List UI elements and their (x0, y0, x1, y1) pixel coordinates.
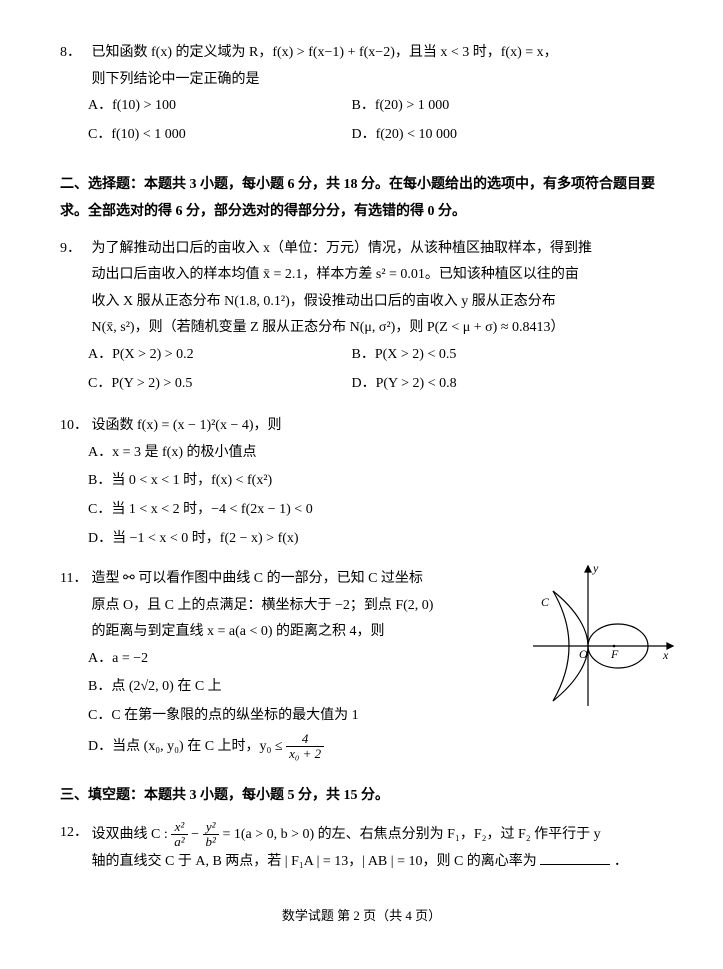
origin-label: O (579, 647, 588, 661)
q9-l4: N(x̄, s²)，则（若随机变量 Z 服从正态分布 N(μ, σ²)，则 P(… (92, 320, 565, 335)
question-9: 9． 为了解推动出口后的亩收入 x（单位：万元）情况，从该种植区抽取样本，得到推… (60, 236, 663, 400)
q8-stem-line1: 已知函数 f(x) 的定义域为 R，f(x) > f(x−1) + f(x−2)… (92, 45, 558, 60)
q11-stem: 造型 ⚯ 可以看作图中曲线 C 的一部分，已知 C 过坐标 原点 O，且 C 上… (92, 566, 492, 646)
q12-minus: − (191, 827, 202, 842)
q12-d2: b² (203, 835, 219, 849)
q12-n2: y² (203, 820, 219, 835)
q11-curve-figure: x y O F C (523, 556, 683, 716)
q12-mid: = 1(a > 0, b > 0) 的左、右焦点分别为 F₁，F₂，过 F₂ 作… (222, 827, 600, 842)
q8-opt-c: C．f(10) < 1 000 (88, 122, 348, 149)
q11-num: 11． (60, 566, 88, 593)
q11-d-pre: D．当点 (x₀, y₀) 在 C 上时，y₀ ≤ (88, 739, 286, 754)
q9-l2: 动出口后亩收入的样本均值 x̄ = 2.1，样本方差 s² = 0.01。已知该… (92, 267, 579, 282)
q12-stem: 设双曲线 C : x² a² − y² b² = 1(a > 0, b > 0)… (92, 820, 652, 876)
q11-l2: 原点 O，且 C 上的点满足：横坐标大于 −2；到点 F(2, 0) (92, 598, 434, 613)
question-12: 12． 设双曲线 C : x² a² − y² b² = 1(a > 0, b … (60, 820, 663, 876)
q8-opt-d: D．f(20) < 10 000 (352, 122, 612, 149)
section-2-header: 二、选择题：本题共 3 小题，每小题 6 分，共 18 分。在每小题给出的选项中… (60, 172, 663, 225)
q8-options: A．f(10) > 100 B．f(20) > 1 000 C．f(10) < … (88, 93, 663, 150)
q10-opt-d: D．当 −1 < x < 0 时，f(2 − x) > f(x) (88, 526, 663, 553)
q11-d-num: 4 (286, 732, 324, 747)
q12-frac2: y² b² (203, 820, 219, 850)
y-label: y (592, 561, 599, 575)
question-11: 11． 造型 ⚯ 可以看作图中曲线 C 的一部分，已知 C 过坐标 原点 O，且… (60, 566, 663, 761)
q10-opt-c: C．当 1 < x < 2 时，−4 < f(2x − 1) < 0 (88, 497, 663, 524)
q9-opt-a: A．P(X > 2) > 0.2 (88, 342, 348, 369)
question-10: 10． 设函数 f(x) = (x − 1)²(x − 4)，则 A．x = 3… (60, 413, 663, 552)
q11-l3: 的距离与到定直线 x = a(a < 0) 的距离之积 4，则 (92, 624, 385, 639)
q9-options: A．P(X > 2) > 0.2 B．P(X > 2) < 0.5 C．P(Y … (88, 342, 663, 399)
q11-opt-d: D．当点 (x₀, y₀) 在 C 上时，y₀ ≤ 4 x₀ + 2 (88, 732, 663, 762)
q9-num: 9． (60, 236, 88, 263)
q9-l1: 为了解推动出口后的亩收入 x（单位：万元）情况，从该种植区抽取样本，得到推 (92, 241, 593, 256)
x-label: x (662, 648, 669, 662)
page-footer: 数学试题 第 2 页（共 4 页） (60, 904, 663, 929)
q12-line2: 轴的直线交 C 于 A, B 两点，若 | F₁A | = 13，| AB | … (92, 854, 541, 869)
q8-num: 8． (60, 40, 88, 67)
q11-d-den: x₀ + 2 (286, 747, 324, 761)
y-arrow-icon (585, 566, 591, 572)
q12-num: 12． (60, 820, 88, 847)
question-8: 8． 已知函数 f(x) 的定义域为 R，f(x) > f(x−1) + f(x… (60, 40, 663, 150)
q10-num: 10． (60, 413, 88, 440)
q8-stem: 已知函数 f(x) 的定义域为 R，f(x) > f(x−1) + f(x−2)… (92, 40, 652, 93)
q12-n1: x² (171, 820, 187, 835)
q9-opt-d: D．P(Y > 2) < 0.8 (352, 371, 612, 398)
q9-l3: 收入 X 服从正态分布 N(1.8, 0.1²)，假设推动出口后的亩收入 y 服… (92, 294, 556, 309)
q10-opt-a: A．x = 3 是 f(x) 的极小值点 (88, 440, 663, 467)
c-label: C (541, 595, 550, 609)
q10-opt-b: B．当 0 < x < 1 时，f(x) < f(x²) (88, 468, 663, 495)
point-f-dot (613, 645, 616, 648)
q10-stem: 设函数 f(x) = (x − 1)²(x − 4)，则 (92, 413, 652, 440)
q12-blank (540, 850, 610, 865)
q8-opt-a: A．f(10) > 100 (88, 93, 348, 120)
q12-pre: 设双曲线 C : (92, 827, 172, 842)
q12-tail: ． (614, 854, 628, 869)
q9-stem: 为了解推动出口后的亩收入 x（单位：万元）情况，从该种植区抽取样本，得到推 动出… (92, 236, 652, 342)
section-3-header: 三、填空题：本题共 3 小题，每小题 5 分，共 15 分。 (60, 783, 663, 810)
q9-opt-c: C．P(Y > 2) > 0.5 (88, 371, 348, 398)
q11-d-frac: 4 x₀ + 2 (286, 732, 324, 762)
q8-opt-b: B．f(20) > 1 000 (352, 93, 612, 120)
q12-d1: a² (171, 835, 187, 849)
q8-stem-line2: 则下列结论中一定正确的是 (92, 72, 260, 87)
q12-frac1: x² a² (171, 820, 187, 850)
f-label: F (610, 647, 619, 661)
q11-l1: 造型 ⚯ 可以看作图中曲线 C 的一部分，已知 C 过坐标 (92, 571, 423, 586)
q9-opt-b: B．P(X > 2) < 0.5 (352, 342, 612, 369)
